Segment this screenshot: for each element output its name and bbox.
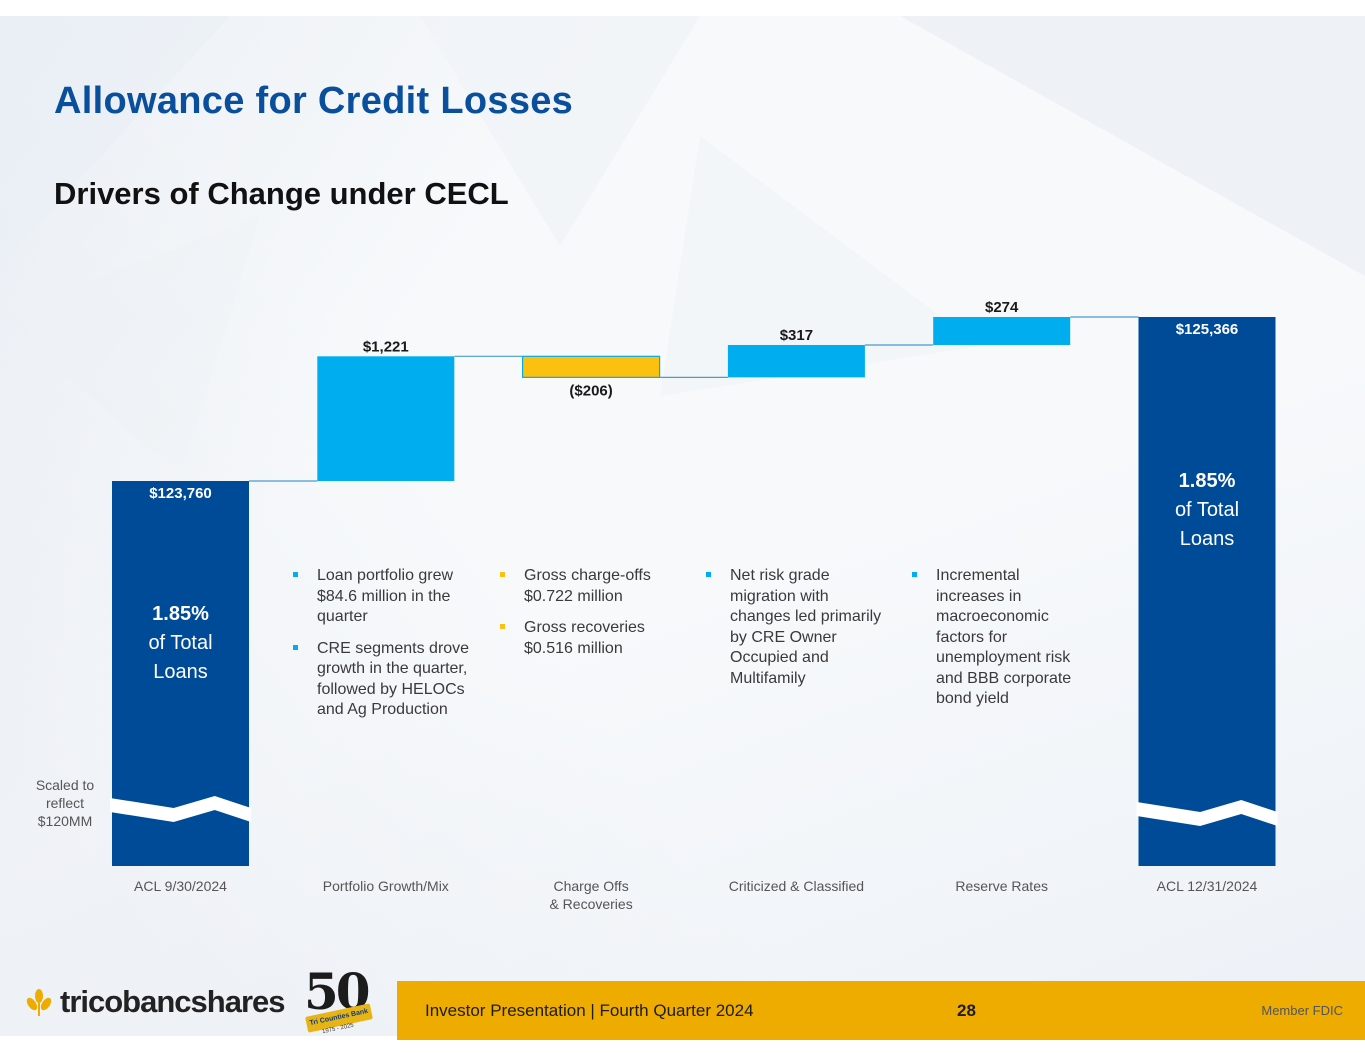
page-title: Allowance for Credit Losses	[54, 80, 574, 122]
anniversary-badge: 50 Tri Counties Bank 1975 - 2025	[300, 962, 378, 1038]
waterfall-chart: $123,760 1.85% of Total Loans ACL 9/30/2024 $…	[110, 299, 1278, 912]
note-item: Incremental increases in macroeconomic f…	[912, 566, 1072, 710]
note-item: Gross charge-offs $0.722 million	[500, 566, 680, 607]
data-label: ($206)	[569, 382, 612, 399]
pct-label: 1.85%	[152, 603, 209, 625]
note-item: Net risk grade migration with changes le…	[706, 566, 886, 689]
category-label: Portfolio Growth/Mix	[323, 878, 449, 894]
bar-2	[521, 355, 661, 378]
category-label: Charge Offs	[553, 878, 628, 894]
wheat-icon	[26, 989, 52, 1016]
data-label: $123,760	[149, 485, 212, 502]
bar-4	[933, 317, 1071, 345]
pct-sublabel: Loans	[1180, 528, 1235, 550]
note-item: Gross recoveries $0.516 million	[500, 618, 680, 659]
bar-3	[727, 344, 865, 378]
notes-chargeoffs: Gross charge-offs $0.722 million Gross r…	[500, 566, 680, 670]
background-triangles	[0, 16, 1365, 476]
category-label: Reserve Rates	[955, 878, 1048, 894]
notes-criticized: Net risk grade migration with changes le…	[706, 566, 886, 700]
category-label: & Recoveries	[549, 896, 632, 912]
note-item: Loan portfolio grew $84.6 million in the…	[293, 566, 473, 628]
axis-break	[110, 796, 251, 822]
axis-break-note: Scaled to reflect $120MM	[35, 777, 95, 829]
notes-reserve: Incremental increases in macroeconomic f…	[912, 566, 1072, 721]
note-item: CRE segments drove growth in the quarter…	[293, 639, 473, 721]
data-label: $317	[780, 327, 813, 344]
pct-sublabel: Loans	[153, 661, 208, 683]
category-label: ACL 9/30/2024	[134, 878, 227, 894]
bar-5	[1138, 317, 1276, 866]
data-label: $274	[985, 299, 1019, 316]
notes-growth: Loan portfolio grew $84.6 million in the…	[293, 566, 473, 732]
trico-logo: tricobancshares	[24, 984, 285, 1019]
category-label: ACL 12/31/2024	[1157, 878, 1258, 894]
page-number: 28	[957, 1001, 976, 1020]
data-label: $125,366	[1176, 321, 1239, 338]
pct-sublabel: of Total	[1175, 499, 1239, 521]
category-label: Criticized & Classified	[729, 878, 864, 894]
footer-bar: Investor Presentation | Fourth Quarter 2…	[397, 981, 1365, 1040]
data-label: $1,221	[363, 338, 409, 355]
page-subtitle: Drivers of Change under CECL	[54, 176, 509, 211]
bar-1	[317, 356, 455, 481]
logo-text: tricobancshares	[60, 984, 285, 1019]
pct-sublabel: of Total	[148, 632, 212, 654]
footer-presentation: Investor Presentation | Fourth Quarter 2…	[425, 1001, 754, 1020]
pct-label: 1.85%	[1179, 470, 1236, 492]
member-fdic: Member FDIC	[1261, 1003, 1343, 1018]
axis-break	[1136, 800, 1278, 826]
